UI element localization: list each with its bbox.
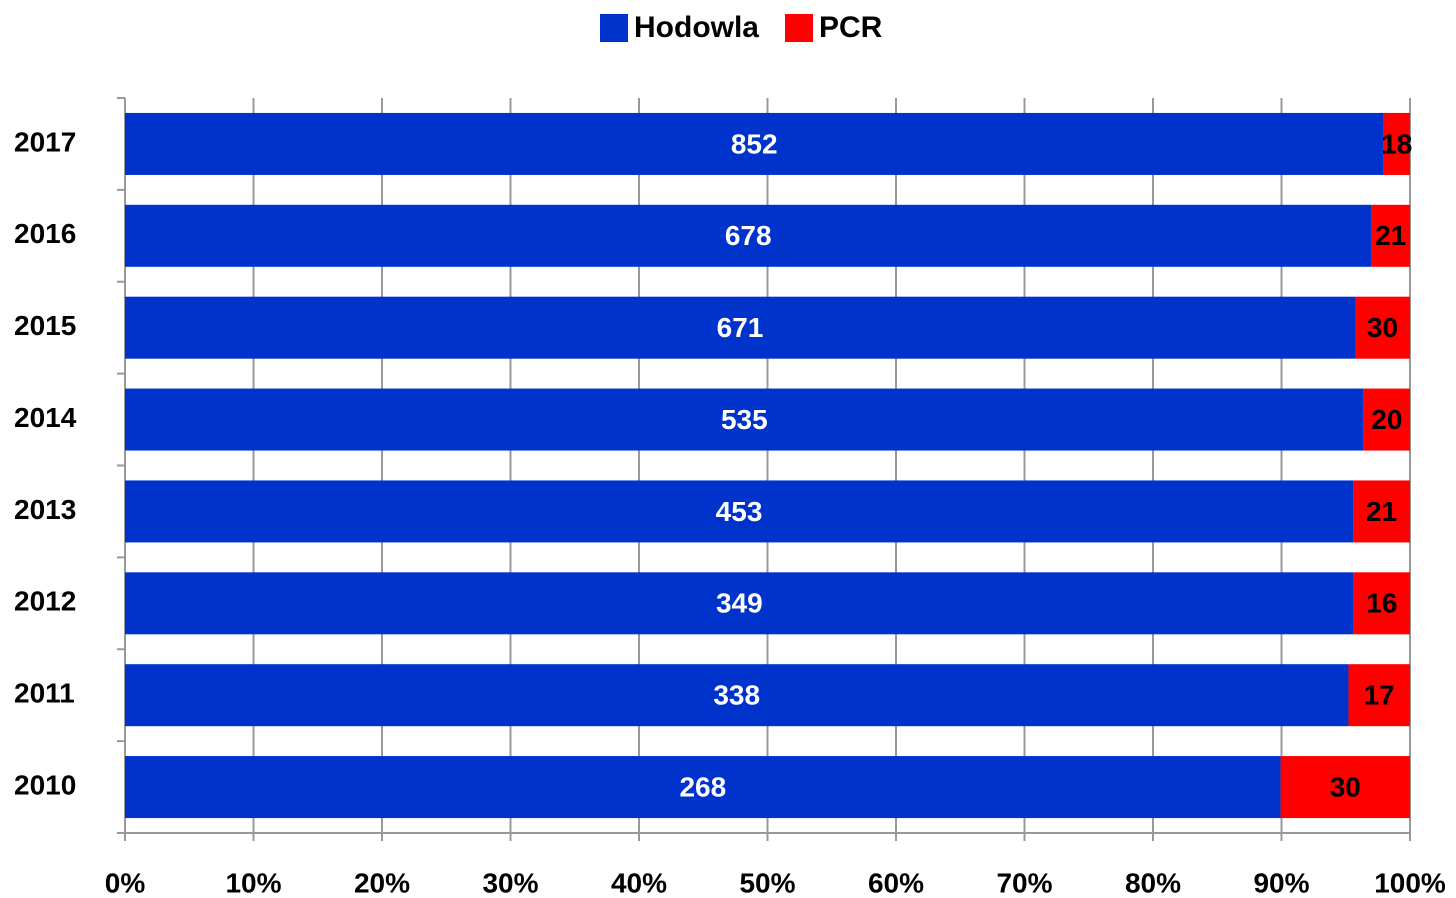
bar-segment xyxy=(125,204,1372,267)
data-label: 453 xyxy=(716,496,763,527)
bar-segment xyxy=(1371,204,1410,267)
bar-segment xyxy=(1348,664,1410,727)
y-tick-label: 2013 xyxy=(14,494,76,525)
bar-segment xyxy=(125,388,1364,451)
data-label: 338 xyxy=(713,680,760,711)
x-tick-label: 70% xyxy=(996,867,1052,898)
legend-swatch xyxy=(600,14,628,42)
legend-label: Hodowla xyxy=(634,11,759,44)
data-label: 678 xyxy=(725,220,772,251)
y-tick-label: 2015 xyxy=(14,310,76,341)
x-tick-label: 40% xyxy=(611,867,667,898)
x-tick-label: 10% xyxy=(225,867,281,898)
bar-segment xyxy=(1383,112,1410,175)
bar-segment xyxy=(125,480,1354,543)
y-tick-label: 2012 xyxy=(14,586,76,617)
data-label: 30 xyxy=(1367,312,1398,343)
bar-segment xyxy=(1363,388,1410,451)
x-tick-label: 100% xyxy=(1374,867,1446,898)
y-tick-label: 2011 xyxy=(14,678,75,709)
y-tick-label: 2010 xyxy=(14,769,76,800)
x-tick-label: 20% xyxy=(354,867,410,898)
x-tick-label: 90% xyxy=(1253,867,1309,898)
data-label: 21 xyxy=(1366,496,1397,527)
bar-segment xyxy=(125,296,1356,359)
bar-segment xyxy=(1353,572,1410,635)
bar-segment xyxy=(1353,480,1410,543)
x-tick-label: 60% xyxy=(868,867,924,898)
bar-segment xyxy=(125,664,1349,727)
bar-segment xyxy=(1280,756,1410,819)
data-label: 671 xyxy=(717,312,764,343)
data-label: 349 xyxy=(716,588,763,619)
legend-label: PCR xyxy=(819,11,883,44)
data-label: 17 xyxy=(1364,680,1395,711)
y-tick-label: 2014 xyxy=(14,402,77,433)
legend-swatch xyxy=(785,14,813,42)
bar-segment xyxy=(125,112,1384,175)
data-label: 30 xyxy=(1330,771,1361,802)
data-label: 20 xyxy=(1371,404,1402,435)
data-label: 16 xyxy=(1366,588,1397,619)
x-tick-label: 30% xyxy=(482,867,538,898)
data-label: 21 xyxy=(1375,220,1406,251)
data-label: 18 xyxy=(1381,128,1412,159)
x-tick-label: 80% xyxy=(1125,867,1181,898)
x-tick-label: 0% xyxy=(105,867,146,898)
x-tick-label: 50% xyxy=(739,867,795,898)
y-tick-label: 2016 xyxy=(14,218,76,249)
bar-segment xyxy=(125,756,1281,819)
data-label: 535 xyxy=(721,404,768,435)
bar-segment xyxy=(125,572,1354,635)
y-tick-label: 2017 xyxy=(14,126,76,157)
bar-segment xyxy=(1355,296,1410,359)
data-label: 268 xyxy=(679,771,726,802)
data-label: 852 xyxy=(731,128,778,159)
